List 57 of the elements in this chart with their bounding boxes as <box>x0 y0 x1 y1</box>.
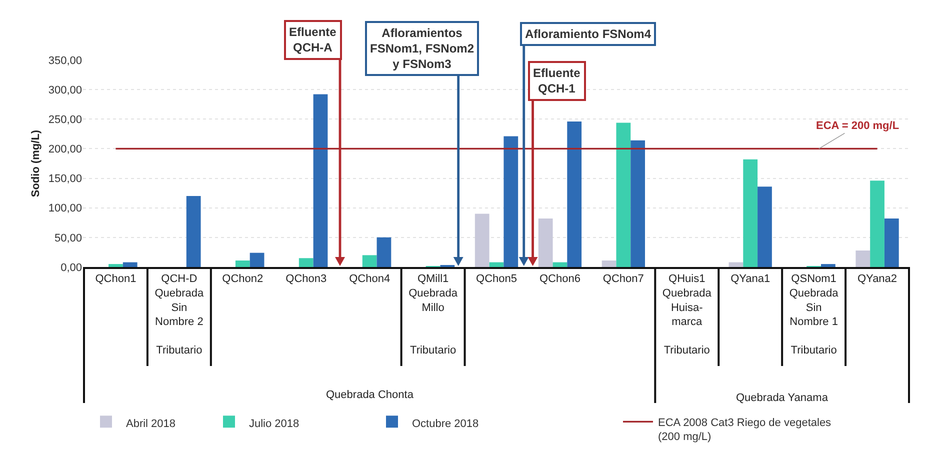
bar <box>552 262 568 267</box>
bar <box>616 122 631 267</box>
y-tick-label: 300,00 <box>48 84 82 96</box>
bar <box>376 237 392 267</box>
text: Quebrada Yanama <box>736 392 829 404</box>
bar <box>567 122 582 267</box>
bar <box>602 260 616 267</box>
text: Quebrada Chonta <box>326 389 414 401</box>
y-tick-label: 250,00 <box>48 114 82 126</box>
bar <box>758 186 772 267</box>
text: Efluente QCH-A <box>289 25 337 55</box>
x-tick-label: QChon1 <box>95 273 136 286</box>
bar <box>108 264 123 267</box>
legend-label: Julio 2018 <box>249 418 300 430</box>
category-label: QSNom1 Quebrada Sin Nombre 1 Tributario <box>789 273 838 357</box>
bar <box>250 252 264 267</box>
x-tick-label: QChon7 <box>602 273 644 286</box>
y-tick-label: 150,00 <box>48 173 82 186</box>
x-tick-label: QYana2 <box>857 273 898 286</box>
text: Afloramiento FSNom4 <box>525 27 652 41</box>
legend-label: ECA 2008 Cat3 Riego de vegetales (200 mg/L) <box>658 416 832 444</box>
x-tick-label: QChon4 <box>349 273 390 286</box>
category-label: QCH-D Quebrada Sin Nombre 2 Tributario <box>154 273 204 357</box>
y-tick-label: 0,00 <box>60 262 82 274</box>
legend-label: Abril 2018 <box>126 418 176 430</box>
bar <box>474 214 490 267</box>
bar <box>489 262 504 267</box>
y-axis-title: Sodio (mg/L) <box>30 130 42 198</box>
y-tick-label: 50,00 <box>54 232 82 244</box>
legend-label: Octubre 2018 <box>412 418 479 430</box>
bar <box>122 262 138 267</box>
x-tick-label: QChon3 <box>286 273 327 286</box>
annotation: Efluente QCH-1 <box>533 66 581 96</box>
bar <box>728 262 744 267</box>
annotation: Afloramientos FSNom1, FSNom2 y FSNom3 <box>370 26 474 72</box>
bar <box>870 180 884 267</box>
bar <box>235 260 250 267</box>
category-label: QMill1 Quebrada Millo Tributario <box>408 273 458 357</box>
bar <box>856 250 870 267</box>
x-tick-label: QYana1 <box>730 273 770 286</box>
bar <box>186 196 201 267</box>
y-tick-label: 350,00 <box>48 54 82 67</box>
bar <box>821 264 836 267</box>
bar <box>313 94 328 267</box>
bar <box>630 140 645 267</box>
bar <box>884 218 899 267</box>
x-tick-label: QChon6 <box>539 273 580 286</box>
bar <box>538 218 553 267</box>
annotation: ECA = 200 mg/L <box>816 120 900 132</box>
category-label: QHuis1 Quebrada Huisa- marca Tributario <box>662 273 712 357</box>
y-tick-label: 100,00 <box>48 202 82 215</box>
bar <box>298 258 314 267</box>
x-tick-label: QChon5 <box>476 273 517 286</box>
x-tick-label: QChon2 <box>222 273 264 286</box>
bar <box>743 159 758 267</box>
bar <box>362 255 377 267</box>
y-tick-label: 200,00 <box>48 144 82 156</box>
